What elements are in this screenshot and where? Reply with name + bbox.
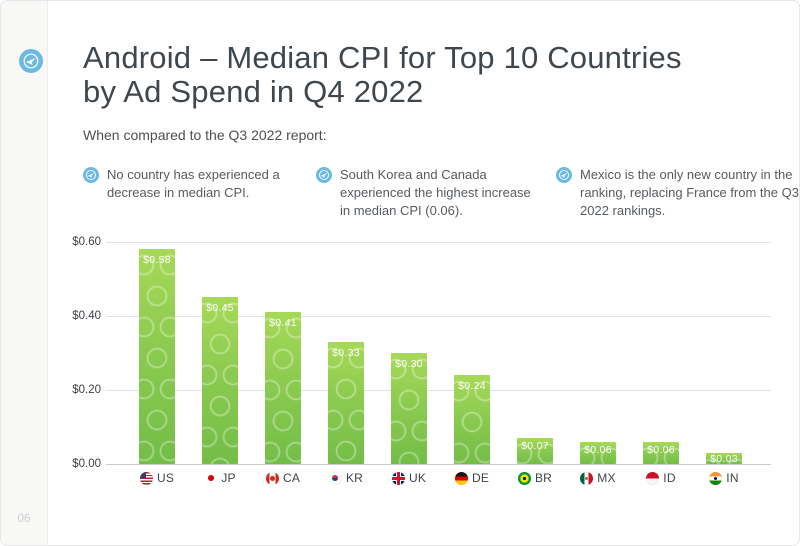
bar-mx: $0.06: [580, 442, 616, 464]
bar-br: $0.07: [517, 438, 553, 464]
page-number: 06: [17, 511, 31, 525]
y-tick-label: $0.20: [72, 384, 101, 396]
side-strip: 06: [1, 1, 48, 545]
page-title-line1: Android – Median CPI for Top 10 Countrie…: [83, 40, 682, 75]
bar-value-label: $0.45: [206, 302, 234, 314]
x-axis-baseline: [106, 464, 771, 465]
insight-item-1: No country has experienced a decrease in…: [83, 166, 287, 202]
insight-text: No country has experienced a decrease in…: [107, 167, 280, 200]
bar-kr: $0.33: [328, 342, 364, 464]
country-code: IN: [726, 471, 739, 485]
country-code: KR: [345, 471, 364, 485]
bar-value-label: $0.06: [584, 444, 612, 456]
brand-bullet-icon: [556, 167, 572, 183]
x-label-us: US: [121, 471, 193, 485]
page-title: Android – Median CPI for Top 10 Countrie…: [83, 41, 682, 109]
gridline-040: [106, 316, 771, 317]
brand-logo-icon: [19, 49, 43, 73]
x-label-ca: CA: [247, 471, 319, 485]
flag-icon-mx: [580, 471, 594, 485]
y-tick-label: $0.40: [72, 310, 101, 322]
country-code: JP: [221, 471, 236, 485]
bar-value-label: $0.33: [332, 347, 360, 359]
x-label-mx: MX: [562, 471, 634, 485]
page-subtitle: When compared to the Q3 2022 report:: [83, 127, 327, 143]
insight-item-3: Mexico is the only new country in the ra…: [556, 166, 799, 220]
flag-icon-br: [517, 471, 531, 485]
insight-text: South Korea and Canada experienced the h…: [340, 167, 531, 218]
x-label-jp: JP: [184, 471, 256, 485]
flag-icon-uk: [391, 471, 405, 485]
brand-bullet-icon: [83, 167, 99, 183]
x-axis-labels: US JP CA KR UK DE BR MX ID IN: [1, 471, 799, 489]
bar-value-label: $0.07: [521, 440, 549, 452]
cpi-bar-chart: $0.60 $0.40 $0.20 $0.00 $0.58 $0.45 $0.41 $…: [1, 236, 799, 470]
country-code: CA: [282, 471, 301, 485]
x-label-de: DE: [436, 471, 508, 485]
bar-value-label: $0.41: [269, 317, 297, 329]
country-code: BR: [534, 471, 553, 485]
bar-us: $0.58: [139, 249, 175, 464]
bar-ca: $0.41: [265, 312, 301, 464]
insight-text: Mexico is the only new country in the ra…: [580, 167, 799, 218]
brand-bullet-icon: [316, 167, 332, 183]
flag-icon-de: [454, 471, 468, 485]
country-code: MX: [597, 471, 616, 485]
x-label-kr: KR: [310, 471, 382, 485]
country-code: ID: [663, 471, 676, 485]
bar-value-label: $0.03: [710, 453, 738, 464]
bar-value-label: $0.58: [143, 254, 171, 266]
bar-jp: $0.45: [202, 297, 238, 464]
country-code: DE: [471, 471, 490, 485]
country-code: US: [156, 471, 175, 485]
gridline-020: [106, 390, 771, 391]
y-tick-label: $0.00: [72, 458, 101, 470]
flag-icon-jp: [204, 471, 218, 485]
flag-icon-us: [139, 471, 153, 485]
x-label-in: IN: [688, 471, 760, 485]
x-label-br: BR: [499, 471, 571, 485]
flag-icon-ca: [265, 471, 279, 485]
bar-value-label: $0.30: [395, 358, 423, 370]
y-tick-label: $0.60: [72, 236, 101, 248]
x-label-id: ID: [625, 471, 697, 485]
bar-in: $0.03: [706, 453, 742, 464]
bar-value-label: $0.06: [647, 444, 675, 456]
country-code: UK: [408, 471, 427, 485]
page-title-line2: by Ad Spend in Q4 2022: [83, 74, 424, 109]
flag-icon-kr: [328, 471, 342, 485]
bar-id: $0.06: [643, 442, 679, 464]
gridline-060: [106, 242, 771, 243]
x-label-uk: UK: [373, 471, 445, 485]
flag-icon-in: [709, 471, 723, 485]
insight-item-2: South Korea and Canada experienced the h…: [316, 166, 538, 220]
bar-value-label: $0.24: [458, 380, 486, 392]
bar-de: $0.24: [454, 375, 490, 464]
bar-uk: $0.30: [391, 353, 427, 464]
flag-icon-id: [646, 471, 660, 485]
